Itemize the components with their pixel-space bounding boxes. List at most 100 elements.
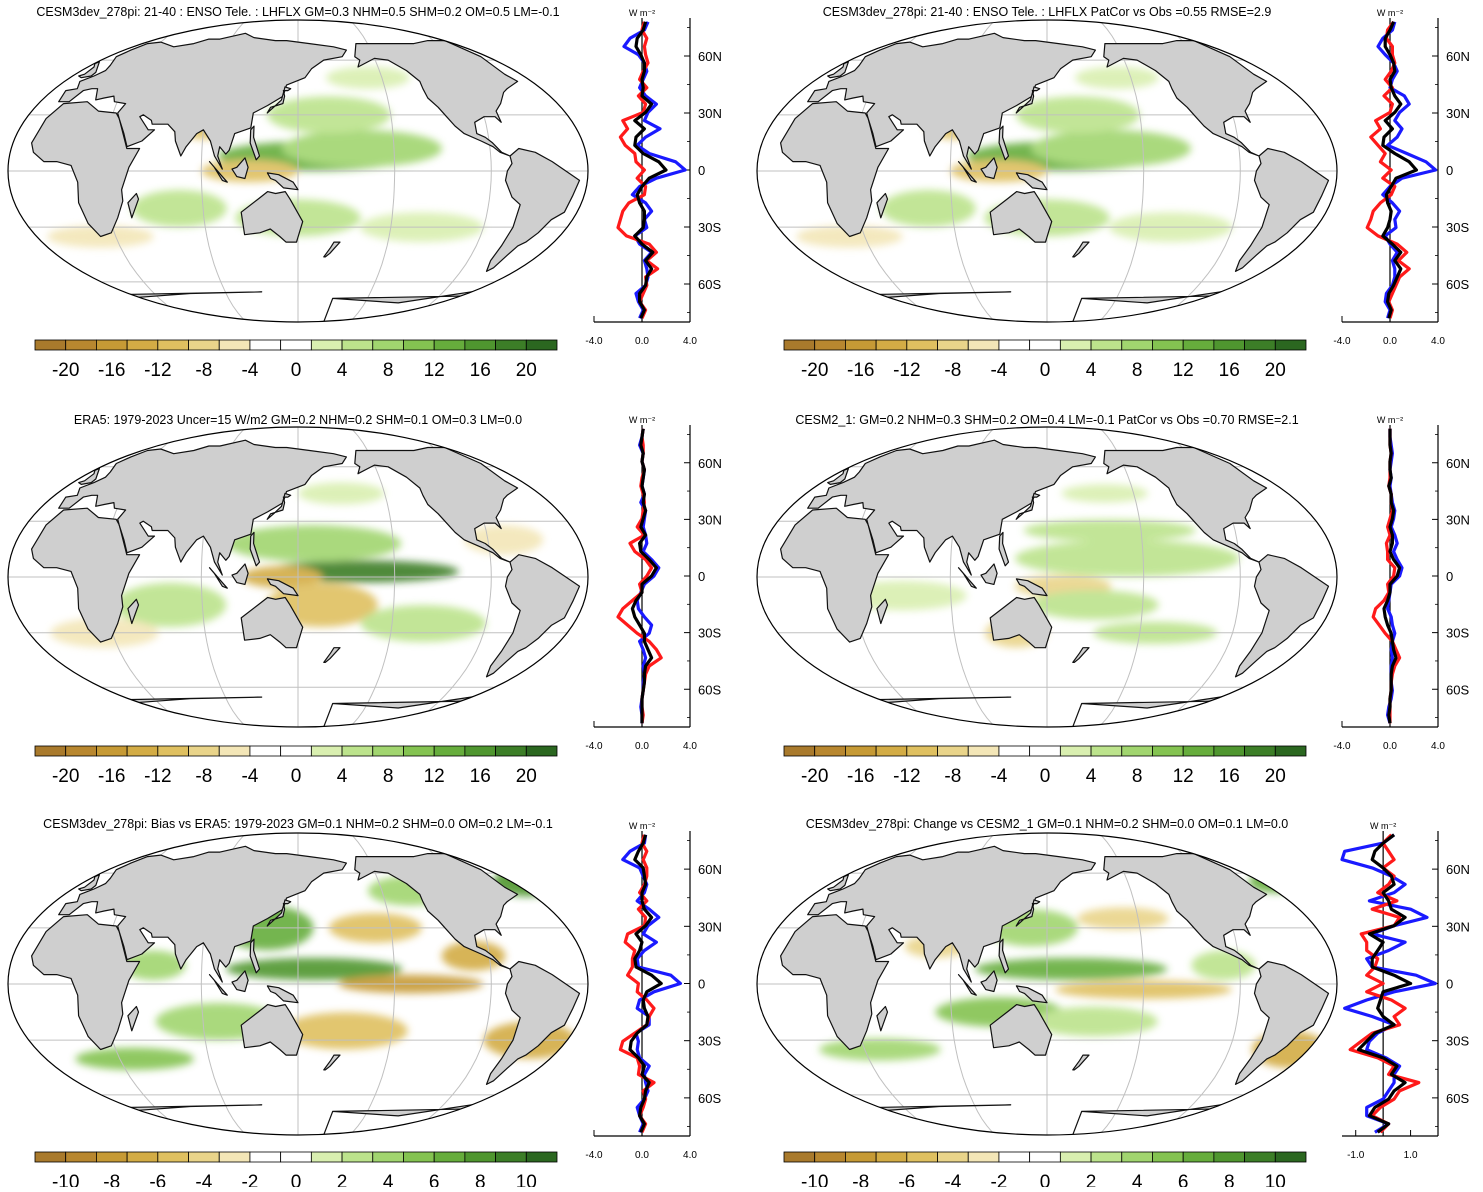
- landmass: [1072, 1054, 1090, 1071]
- landmass: [1015, 985, 1048, 1004]
- anomaly-patch: [121, 950, 186, 981]
- panel-title: CESM3dev_278pi: 21-40 : ENSO Tele. : LHF…: [823, 5, 1272, 19]
- colorbar-swatch: [1152, 745, 1184, 757]
- colorbar-swatch: [157, 745, 189, 757]
- profile-x-tick-label: -1.0: [1347, 1150, 1365, 1161]
- latitude-tick-label: 60N: [698, 456, 722, 471]
- panel-p2: CESM3dev_278pi: 21-40 : ENSO Tele. : LHF…: [756, 5, 1470, 381]
- profile-x-tick-label: 0.0: [635, 1150, 649, 1161]
- colorbar-swatch: [998, 745, 1031, 757]
- landmass: [780, 507, 890, 643]
- zonal-mean-profile: W m⁻² 60N 30N 0 30S 60S -1.0 1.0: [1340, 821, 1470, 1161]
- colorbar-swatch: [280, 339, 312, 351]
- colorbar-tick-label: 0: [291, 766, 302, 787]
- latitude-tick-label: 30N: [1446, 106, 1470, 121]
- colorbar: -20 -16 -12 -8 -4 0 4 8 12 16 20: [34, 745, 558, 787]
- colorbar-swatch: [906, 339, 938, 351]
- panel-title: CESM2_1: GM=0.2 NHM=0.3 SHM=0.2 OM=0.4 L…: [795, 413, 1298, 427]
- zonal-mean-profile: W m⁻² 60N 30N 0 30S 60S -4.0 0.0 4.0: [585, 821, 721, 1161]
- profile-series-line: [618, 834, 656, 1133]
- colorbar-swatch: [525, 339, 558, 351]
- profile-x-tick-label: -4.0: [585, 1150, 603, 1161]
- profile-series-line: [630, 428, 658, 724]
- colorbar-swatch: [1152, 339, 1184, 351]
- anomaly-patch: [1077, 907, 1169, 930]
- landmass: [957, 161, 977, 183]
- latitude-tick-label: 30N: [698, 919, 722, 934]
- landmass: [127, 1005, 140, 1032]
- colorbar-swatch: [1029, 1151, 1061, 1163]
- colorbar-swatch: [783, 339, 816, 351]
- colorbar-tick-label: 10: [516, 1172, 537, 1187]
- landmass: [876, 598, 889, 625]
- landmass: [208, 567, 228, 589]
- profile-series-line: [1340, 833, 1437, 1134]
- colorbar-swatch: [967, 745, 1000, 757]
- colorbar-tick-label: 12: [424, 766, 445, 787]
- anomaly-patch: [325, 66, 410, 89]
- landmass: [249, 938, 261, 974]
- landmass: [998, 938, 1010, 974]
- colorbar-tick-label: 8: [1132, 360, 1143, 381]
- colorbar-swatch: [845, 745, 877, 757]
- landmass: [58, 32, 347, 170]
- colorbar-tick-label: 8: [475, 1172, 486, 1187]
- profile-x-tick-label: 4.0: [1431, 741, 1445, 752]
- colorbar-swatch: [1121, 745, 1153, 757]
- profile-x-tick-label: 4.0: [683, 336, 697, 347]
- landmass: [827, 874, 849, 892]
- latitude-tick-label: 0: [698, 977, 705, 992]
- latitude-tick-label: 30S: [1446, 626, 1469, 641]
- panel-p5: CESM3dev_278pi: Bias vs ERA5: 1979-2023 …: [7, 817, 722, 1192]
- profile-series-line: [621, 834, 682, 1133]
- colorbar-tick-label: -4: [990, 766, 1007, 787]
- panel-title: CESM3dev_278pi: Change vs CESM2_1 GM=0.1…: [806, 817, 1289, 831]
- colorbar-tick-label: -16: [847, 766, 874, 787]
- profile-series-line: [622, 21, 687, 319]
- profile-unit-label: W m⁻²: [629, 8, 655, 18]
- landmass: [127, 192, 140, 219]
- panel-title: CESM3dev_278pi: Bias vs ERA5: 1979-2023 …: [43, 817, 553, 831]
- landmass: [807, 32, 1096, 170]
- colorbar-tick-label: 2: [1086, 1172, 1097, 1187]
- colorbar-swatch: [1029, 339, 1061, 351]
- anomaly-patch: [298, 482, 385, 505]
- colorbar-swatch: [65, 1151, 97, 1163]
- colorbar-tick-label: 20: [1265, 360, 1286, 381]
- anomaly-patch: [1191, 950, 1256, 981]
- colorbar-swatch: [495, 339, 527, 351]
- colorbar-swatch: [65, 745, 97, 757]
- zonal-mean-profile: W m⁻² 60N 30N 0 30S 60S -4.0 0.0 4.0: [1333, 415, 1469, 752]
- latitude-tick-label: 30S: [1446, 1034, 1469, 1049]
- colorbar-swatch: [341, 745, 374, 757]
- profile-unit-label: W m⁻²: [629, 415, 655, 425]
- latitude-tick-label: 60N: [698, 49, 722, 64]
- colorbar: -20 -16 -12 -8 -4 0 4 8 12 16 20: [783, 339, 1307, 381]
- profile-x-tick-label: 0.0: [635, 336, 649, 347]
- profile-unit-label: W m⁻²: [1370, 821, 1396, 831]
- colorbar-swatch: [310, 745, 343, 757]
- colorbar-swatch: [188, 339, 220, 351]
- colorbar-tick-label: -16: [847, 360, 874, 381]
- colorbar-swatch: [96, 745, 128, 757]
- colorbar-swatch: [1182, 339, 1215, 351]
- latitude-tick-label: 30N: [698, 512, 722, 527]
- latitude-tick-label: 30N: [1446, 919, 1470, 934]
- colorbar-tick-label: 12: [1173, 360, 1194, 381]
- landmass: [31, 101, 141, 238]
- zonal-mean-profile: W m⁻² 60N 30N 0 30S 60S -4.0 0.0 4.0: [1333, 8, 1469, 347]
- profile-x-tick-label: 4.0: [683, 741, 697, 752]
- landmass: [249, 125, 261, 161]
- colorbar-swatch: [1244, 339, 1276, 351]
- colorbar-swatch: [1059, 745, 1092, 757]
- landmass: [827, 467, 849, 485]
- landmass: [1072, 241, 1090, 258]
- landmass: [31, 507, 141, 643]
- latitude-tick-label: 30S: [698, 1034, 721, 1049]
- colorbar-swatch: [967, 1151, 1000, 1163]
- colorbar-tick-label: 12: [424, 360, 445, 381]
- panel-p6: CESM3dev_278pi: Change vs CESM2_1 GM=0.1…: [756, 817, 1470, 1192]
- colorbar-swatch: [65, 339, 97, 351]
- anomaly-patch: [819, 1038, 941, 1061]
- anomaly-patch: [1031, 590, 1159, 620]
